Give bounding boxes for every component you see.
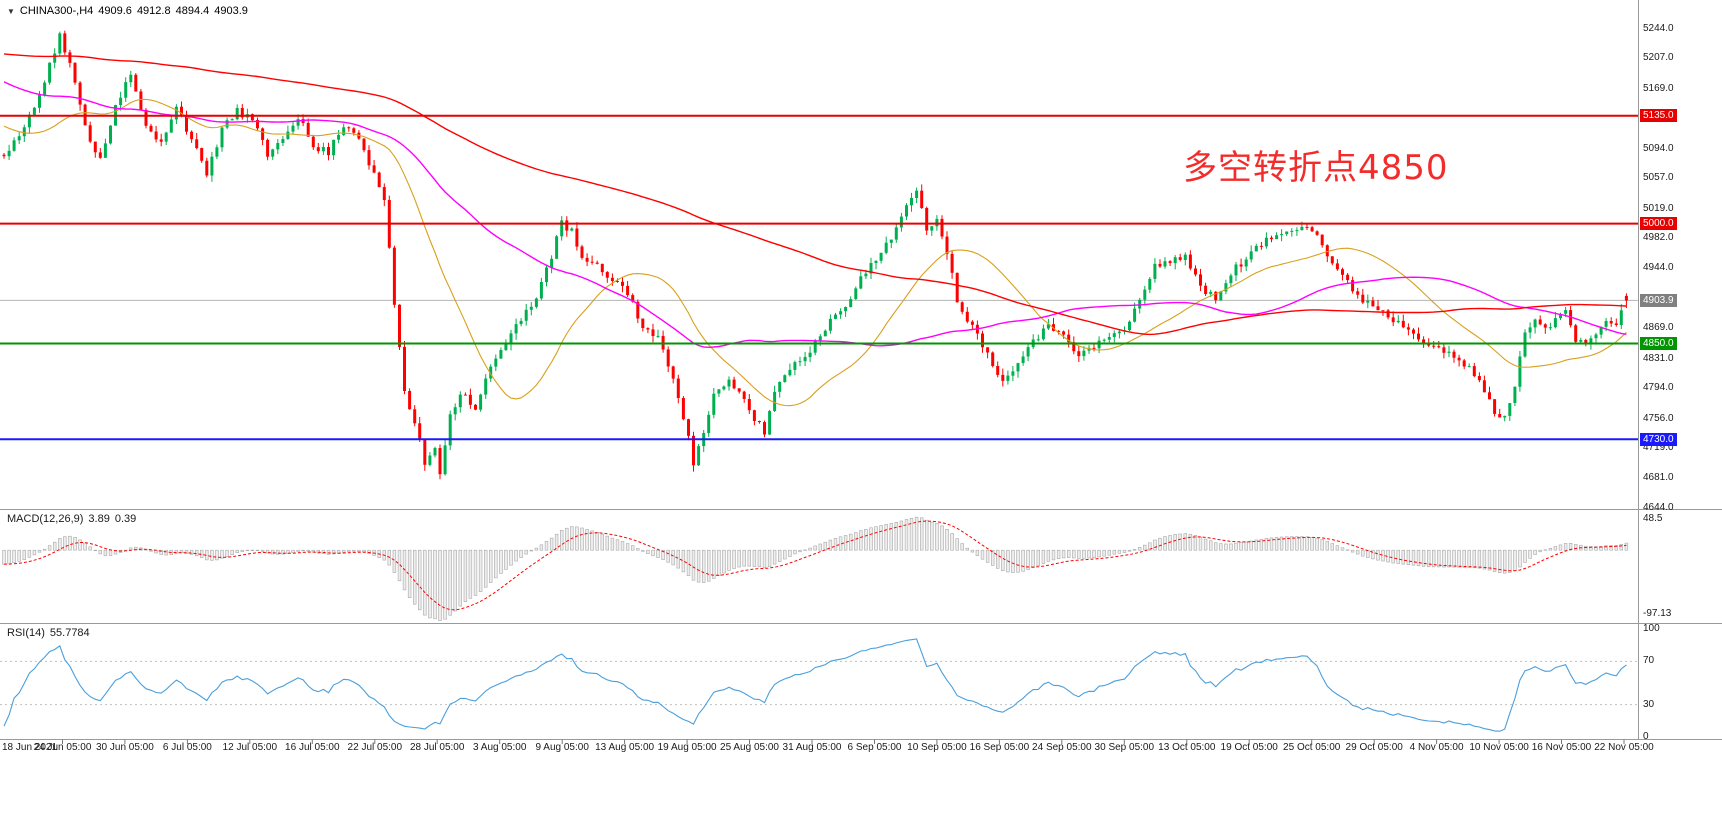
candles-layer	[2, 30, 1628, 480]
macd-signal-value: 0.39	[114, 513, 137, 525]
macd-histogram	[2, 516, 1629, 621]
moving-averages	[3, 53, 1627, 407]
macd-indicator-label: MACD(12,26,9) 3.89 0.39	[7, 513, 141, 525]
macd-signal-line	[4, 520, 1627, 611]
macd-name: MACD(12,26,9)	[7, 513, 84, 525]
rsi-panel-content	[0, 638, 1638, 732]
rsi-line	[3, 638, 1627, 732]
panel-separators	[0, 0, 1722, 740]
time-axis-ticks	[62, 739, 1625, 744]
rsi-name: RSI(14)	[7, 627, 45, 639]
horizontal-levels	[0, 114, 1638, 441]
header-low-value: 4894.4	[175, 5, 210, 17]
chevron-down-icon[interactable]: ▼	[7, 7, 15, 16]
macd-main-value: 3.89	[88, 513, 110, 525]
header-high-value: 4912.8	[136, 5, 171, 17]
chart-annotation-text: 多空转折点4850	[1183, 148, 1449, 188]
symbol-header: ▼ CHINA300-,H4 4909.6 4912.8 4894.4 4903.9	[7, 5, 253, 17]
rsi-indicator-label: RSI(14) 55.7784	[7, 627, 95, 639]
header-open-value: 4909.6	[98, 5, 132, 17]
header-close-value: 4903.9	[214, 5, 248, 17]
ma-24-line	[3, 98, 1627, 407]
macd-signal	[4, 520, 1627, 611]
symbol-label: CHINA300-,H4	[19, 5, 94, 17]
rsi-value: 55.7784	[49, 627, 90, 639]
ma-60-line	[3, 81, 1627, 349]
ma-150-line	[3, 53, 1627, 336]
